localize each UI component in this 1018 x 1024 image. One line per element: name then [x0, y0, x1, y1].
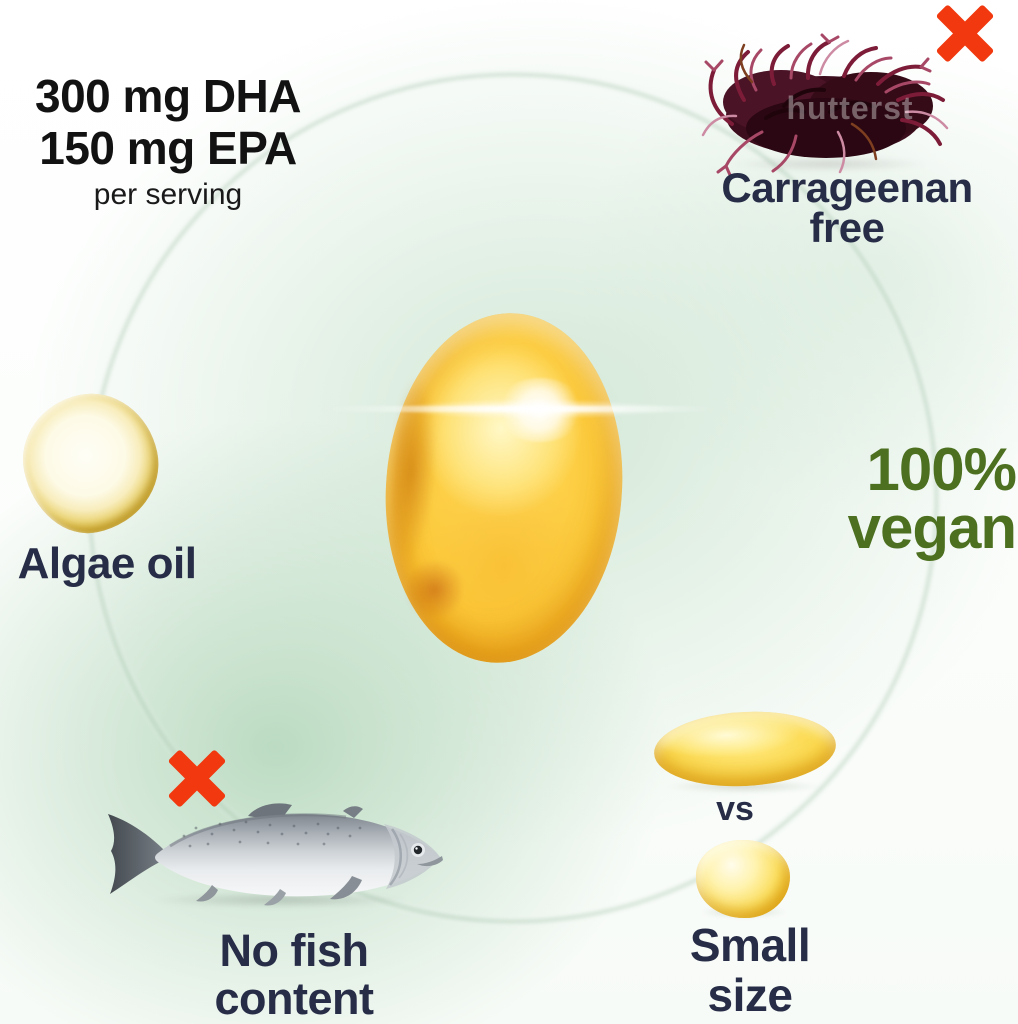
- no-fish-line2: content: [214, 972, 375, 1024]
- per-serving-label: per serving: [93, 177, 243, 211]
- vegan-line1: 100%: [866, 436, 1017, 503]
- small-size-line1: Small: [689, 919, 811, 971]
- lens-flare-glow: [495, 378, 585, 442]
- vegan-label: 100% vegan: [766, 436, 1017, 562]
- carrageenan-line1: Carrageenan: [721, 164, 973, 211]
- no-fish-label: No fish content: [118, 927, 470, 1022]
- seaweed-image: [701, 33, 949, 177]
- stock-watermark: hutterst: [786, 90, 914, 126]
- serving-stats: 300 mg DHA 150 mg EPA per serving: [16, 70, 320, 212]
- vs-label: vs: [716, 790, 754, 828]
- dha-amount: 300 mg DHA: [35, 70, 301, 122]
- epa-amount: 150 mg EPA: [39, 122, 297, 175]
- small-size-line2: size: [707, 968, 793, 1021]
- salmon-fish-image: [108, 803, 443, 906]
- small-size-label: Small size: [648, 919, 852, 1021]
- carrageenan-free-label: Carrageenan free: [676, 164, 1018, 251]
- carrageenan-line2: free: [809, 203, 885, 251]
- small-capsule-image: [696, 840, 790, 918]
- no-fish-line1: No fish: [219, 925, 370, 976]
- vegan-line2: vegan: [847, 494, 1017, 562]
- seaweed-shadow: [730, 156, 930, 172]
- algae-oil-label: Algae oil: [17, 539, 197, 588]
